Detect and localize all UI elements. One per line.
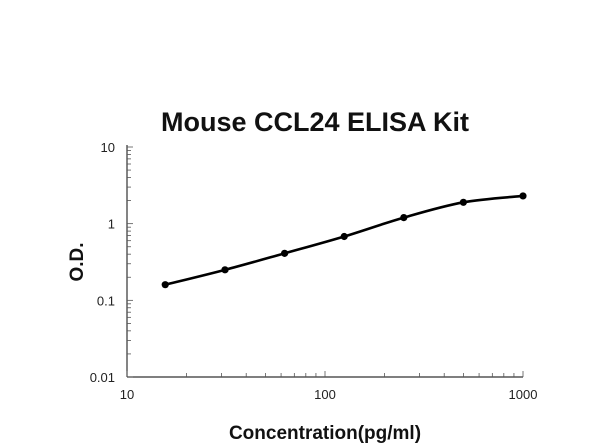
data-point: [400, 213, 408, 222]
data-point: [519, 192, 527, 200]
y-tick-label: 10: [101, 140, 115, 155]
fit-curve: [164, 194, 524, 286]
x-axis-label: Concentration(pg/ml): [229, 423, 421, 444]
y-tick-label: 0.1: [97, 293, 115, 308]
data-point: [161, 281, 169, 289]
chart-title: Mouse CCL24 ELISA Kit: [161, 107, 469, 137]
y-tick-label: 1: [108, 217, 115, 232]
y-axis-label: O.D.: [67, 242, 88, 281]
data-point: [459, 198, 467, 206]
x-tick-label: 100: [314, 387, 336, 402]
data-point: [221, 266, 229, 274]
tick-labels: 10 100 1000 0.01 0.1 1 10: [90, 140, 538, 402]
x-tick-label: 10: [120, 387, 134, 402]
x-tick-label: 1000: [509, 387, 538, 402]
y-tick-label: 0.01: [90, 370, 115, 385]
data-point: [340, 232, 348, 241]
axes: [126, 145, 524, 378]
plot-area: [161, 192, 527, 289]
data-point: [280, 249, 289, 257]
